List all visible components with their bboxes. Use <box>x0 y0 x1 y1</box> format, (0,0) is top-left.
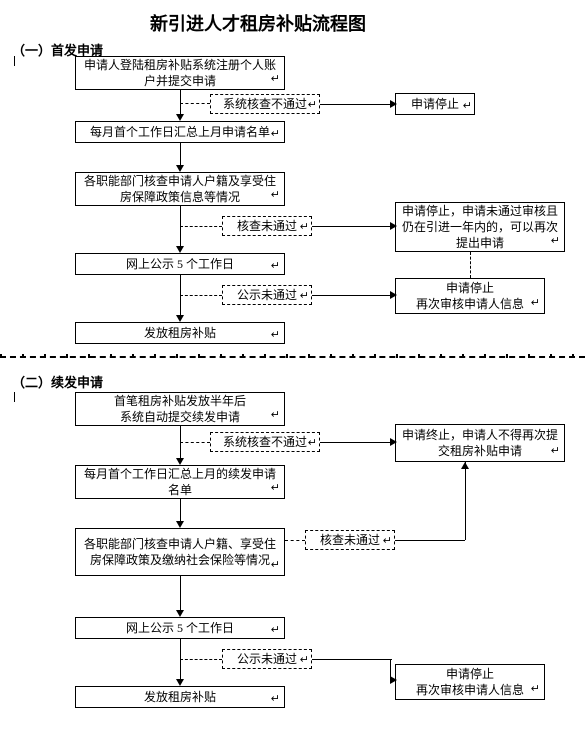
s1-d1-text: 系统核查不通过 <box>223 96 307 112</box>
s2-n1-text: 首笔租房补贴发放半年后 系统自动提交续发申请 <box>114 393 246 425</box>
s2-leftstub <box>14 392 15 402</box>
s2-d3: 公示未通过↵ <box>222 649 312 669</box>
s1-r1-text: 申请停止 <box>411 96 459 112</box>
section2-heading: （二）续发申请 <box>12 372 103 391</box>
s2-n1: 首笔租房补贴发放半年后 系统自动提交续发申请↵ <box>75 392 285 426</box>
s2-a3 <box>180 576 181 612</box>
s2-r3-text: 申请停止 再次审核申请人信息 <box>416 666 524 698</box>
s2-n2-text: 每月首个工作日汇总上月的续发申请名单 <box>80 466 280 498</box>
s2-d2-text: 核查未通过 <box>320 532 380 548</box>
s1-b1h <box>180 103 210 104</box>
s2-n5-text: 发放租房补贴 <box>144 689 216 705</box>
s2-n2: 每月首个工作日汇总上月的续发申请名单↵ <box>75 465 285 499</box>
s1-n2-text: 每月首个工作日汇总上月申请名单 <box>90 124 270 140</box>
s2-d2: 核查未通过↵ <box>305 530 395 550</box>
s2-a3-head <box>176 610 184 617</box>
s2-b3r2 <box>390 680 393 681</box>
s1-a4-head <box>176 315 184 322</box>
s1-r3: 申请停止 再次审核申请人信息↵ <box>395 278 545 314</box>
section-divider-dots <box>0 354 585 358</box>
s1-a2-head <box>176 165 184 172</box>
s2-b2v <box>465 462 466 540</box>
s2-n4: 网上公示 5 个工作日↵ <box>75 617 285 639</box>
s1-d2-text: 核查未通过 <box>237 218 297 234</box>
s1-n2: 每月首个工作日汇总上月申请名单↵ <box>75 121 285 143</box>
s1-r1: 申请停止↵ <box>395 93 475 115</box>
s2-d3-text: 公示未通过 <box>237 651 297 667</box>
s1-n3: 各职能部门核查申请人户籍及享受住房保障政策信息等情况↵ <box>75 172 285 206</box>
page-title: 新引进人才租房补贴流程图 <box>150 10 366 36</box>
s2-d1-text: 系统核查不通过 <box>223 434 307 450</box>
s1-d3-text: 公示未通过 <box>237 287 297 303</box>
s2-n3: 各职能部门核查申请人户籍、享受住房保障政策及缴纳社会保险等情况↵ <box>75 528 285 576</box>
s1-n5-text: 发放租房补贴 <box>144 325 216 341</box>
s2-b1h <box>180 442 210 443</box>
s2-r1: 申请终止，申请人不得再次提交租房补贴申请↵ <box>395 424 565 462</box>
s1-a3-head <box>176 246 184 253</box>
s2-b3v <box>390 659 391 680</box>
s1-d3: 公示未通过↵ <box>222 285 312 305</box>
s1-d2: 核查未通过↵ <box>222 216 312 236</box>
s1-n4-text: 网上公示 5 个工作日 <box>126 256 234 272</box>
s2-b3r <box>312 659 392 660</box>
s2-a4-head <box>176 679 184 686</box>
s2-n4-text: 网上公示 5 个工作日 <box>126 620 234 636</box>
s2-b2vh <box>461 462 469 469</box>
s2-a1 <box>180 426 181 460</box>
s1-a4 <box>180 275 181 317</box>
s2-a1-head <box>176 458 184 465</box>
s1-a2 <box>180 143 181 167</box>
s2-n5: 发放租房补贴↵ <box>75 686 285 708</box>
s1-b2r <box>312 226 392 227</box>
s2-a2 <box>180 499 181 523</box>
s1-b2h <box>180 226 222 227</box>
s1-n4: 网上公示 5 个工作日↵ <box>75 253 285 275</box>
s1-r3-text: 申请停止 再次审核申请人信息 <box>416 280 524 312</box>
s2-n3-text: 各职能部门核查申请人户籍、享受住房保障政策及缴纳社会保险等情况 <box>80 536 280 568</box>
s1-r2-text: 申请停止，申请未通过审核且仍在引进一年内的，可以再次提出申请 <box>400 203 560 252</box>
s2-r1-text: 申请终止，申请人不得再次提交租房补贴申请 <box>400 427 560 459</box>
s1-b3h <box>180 295 222 296</box>
s1-n3-text: 各职能部门核查申请人户籍及享受住房保障政策信息等情况 <box>80 173 280 205</box>
s1-n1: 申请人登陆租房补贴系统注册个人账户并提交申请↵ <box>75 56 285 90</box>
s1-fb-v <box>470 252 471 278</box>
s2-a4 <box>180 639 181 681</box>
s2-b1r <box>320 442 392 443</box>
s2-a2-head <box>176 521 184 528</box>
s2-d1: 系统核查不通过↵ <box>210 432 320 452</box>
s2-b2h <box>285 540 305 541</box>
s1-a1-head <box>176 114 184 121</box>
s1-leftstub <box>14 56 15 66</box>
s2-r3: 申请停止 再次审核申请人信息↵ <box>395 664 545 700</box>
s1-n5: 发放租房补贴↵ <box>75 322 285 344</box>
s1-n1-text: 申请人登陆租房补贴系统注册个人账户并提交申请 <box>80 57 280 89</box>
s2-b3h <box>180 659 222 660</box>
s2-b2r <box>395 540 465 541</box>
s1-d1: 系统核查不通过↵ <box>210 94 320 114</box>
s1-a3 <box>180 206 181 248</box>
s1-b1r <box>320 104 392 105</box>
s1-b3r <box>312 295 392 296</box>
s1-r2: 申请停止，申请未通过审核且仍在引进一年内的，可以再次提出申请↵ <box>395 202 565 252</box>
